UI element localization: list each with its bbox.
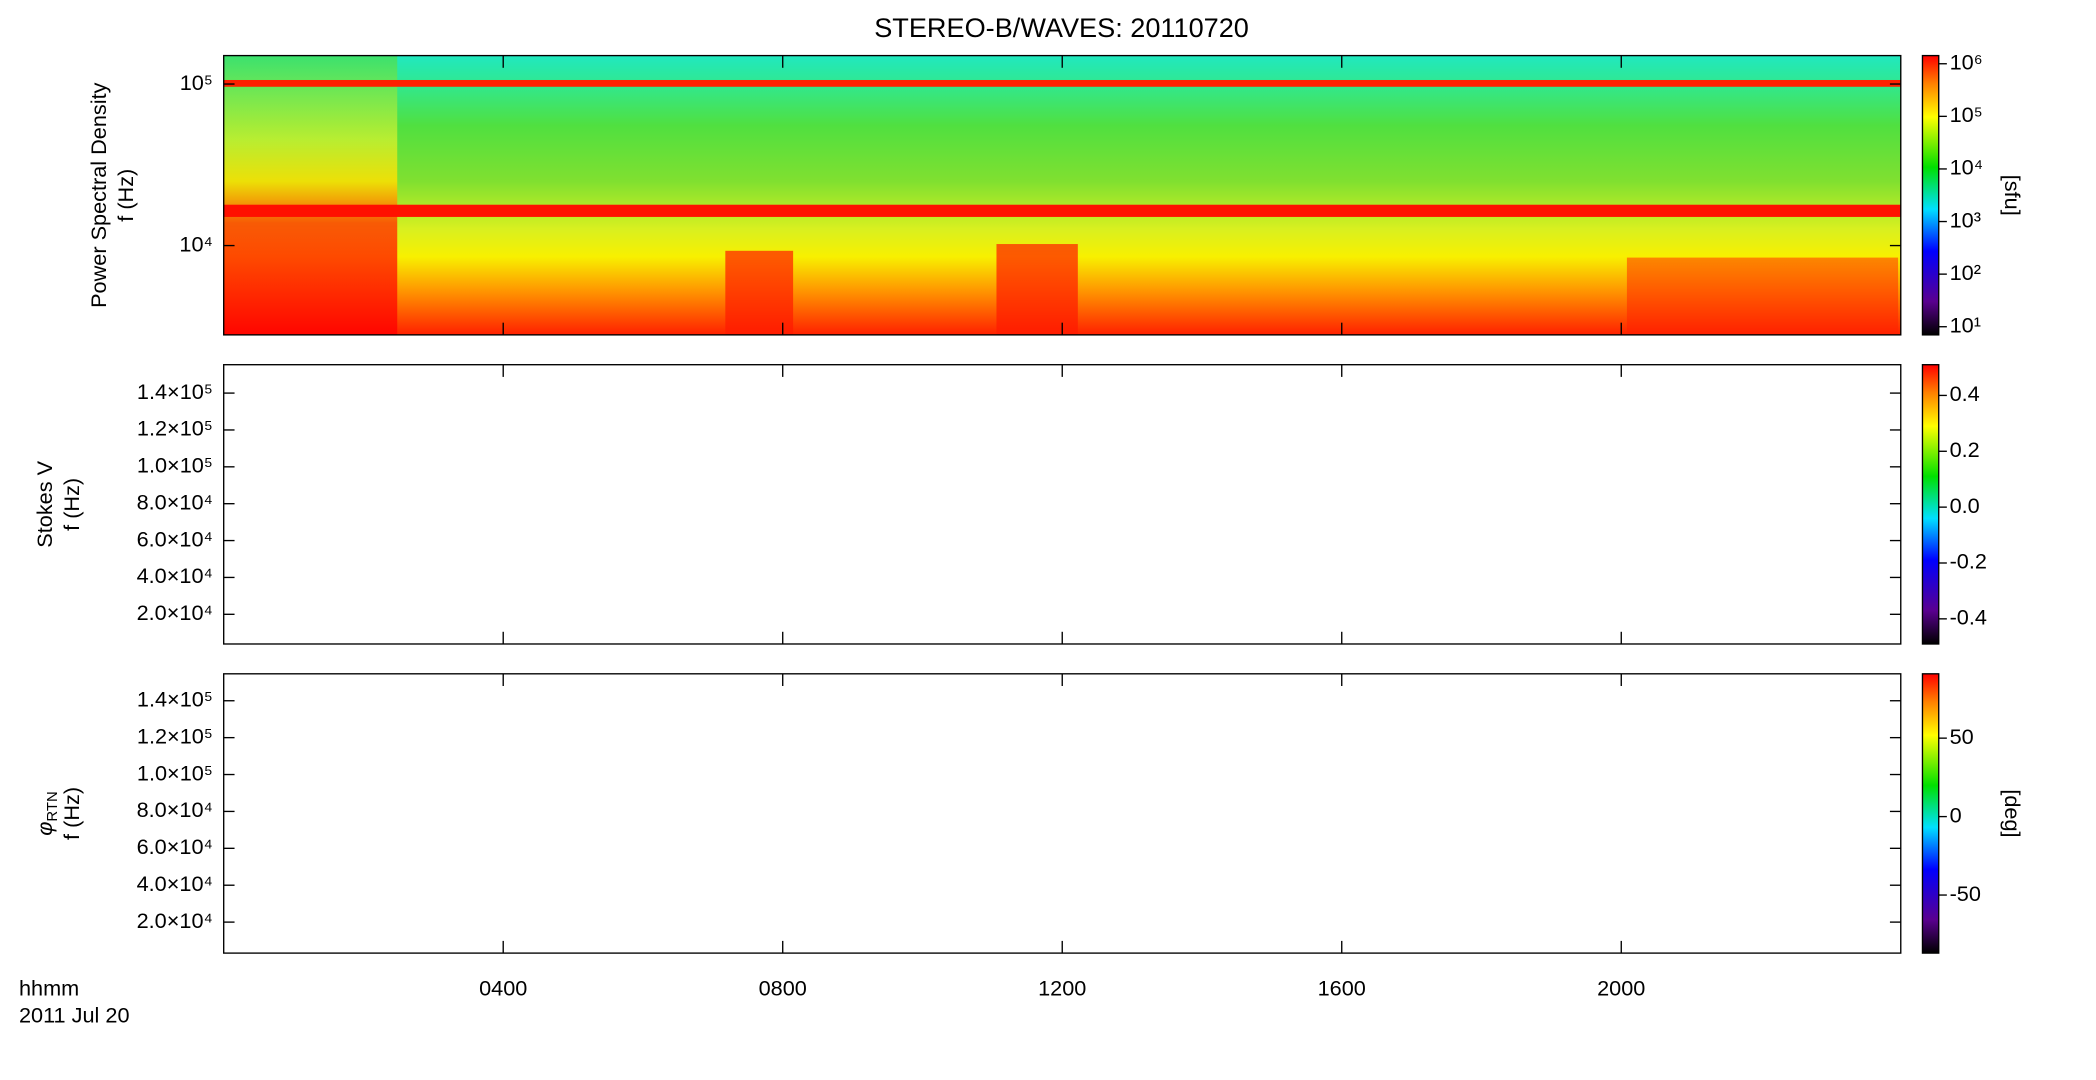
colorbar-tick-label: -0.2 — [1950, 549, 1987, 574]
x-tick-label: 1200 — [1038, 975, 1086, 1000]
colorbar-tick-label: 0 — [1950, 802, 1962, 827]
y-axis-label: Stokes V — [32, 460, 57, 547]
chart-title: STEREO-B/WAVES: 20110720 — [874, 12, 1249, 43]
colorbar-tick-label: 50 — [1950, 724, 1974, 749]
y-axis-symbol: φ — [32, 822, 57, 836]
y-axis-subscript: RTN — [45, 791, 61, 821]
colorbar-tick-label: 0.0 — [1950, 493, 1980, 518]
y-axis-label: Power Spectral Density — [86, 82, 111, 308]
spectrogram-image — [223, 55, 1901, 335]
y-tick-label: 2.0×10⁴ — [137, 908, 213, 933]
y-tick-label: 6.0×10⁴ — [137, 834, 213, 859]
colorbar-tick-label: -0.4 — [1950, 605, 1987, 630]
y-tick-label: 2.0×10⁴ — [137, 600, 213, 625]
y-tick-label: 4.0×10⁴ — [137, 871, 213, 896]
colorbar-label: [sfu] — [2000, 175, 2025, 216]
x-tick-label: 2000 — [1597, 975, 1645, 1000]
colorbar — [1921, 364, 1940, 645]
plot-frame — [223, 364, 1902, 645]
colorbar-tick-label: 10³ — [1950, 207, 1981, 232]
colorbar-tick-label: 10⁴ — [1950, 155, 1983, 180]
colorbar-label: [deg] — [2000, 789, 2025, 837]
y-tick-label: 10⁵ — [180, 70, 213, 95]
y-axis-label: φRTN — [32, 791, 61, 836]
y-tick-label: 6.0×10⁴ — [137, 526, 213, 551]
y-tick-label: 1.2×10⁵ — [137, 723, 213, 748]
x-axis-label: hhmm — [19, 975, 79, 1000]
plot-frame — [223, 673, 1902, 954]
y-tick-label: 10⁴ — [179, 231, 212, 256]
y-tick-label: 1.4×10⁵ — [137, 379, 213, 404]
y-axis-label: f (Hz) — [59, 478, 84, 531]
colorbar-tick-label: 0.2 — [1950, 437, 1980, 462]
y-tick-label: 1.2×10⁵ — [137, 416, 213, 441]
x-axis-label: 2011 Jul 20 — [19, 1003, 130, 1028]
colorbar — [1921, 673, 1940, 954]
colorbar-tick-label: 10² — [1950, 260, 1981, 285]
colorbar-tick-label: 10⁶ — [1950, 49, 1983, 74]
x-tick-label: 1600 — [1318, 975, 1366, 1000]
colorbar-tick-label: 10¹ — [1950, 312, 1981, 337]
colorbar — [1921, 54, 1940, 336]
y-tick-label: 1.0×10⁵ — [137, 453, 213, 478]
colorbar-tick-label: -50 — [1950, 881, 1981, 906]
x-tick-label: 0400 — [479, 975, 527, 1000]
x-tick-label: 0800 — [759, 975, 807, 1000]
y-tick-label: 1.4×10⁵ — [137, 686, 213, 711]
y-tick-label: 1.0×10⁵ — [137, 760, 213, 785]
y-axis-label: f (Hz) — [59, 787, 84, 840]
y-tick-label: 8.0×10⁴ — [137, 489, 213, 514]
y-axis-label: f (Hz) — [113, 169, 138, 222]
colorbar-tick-label: 10⁵ — [1950, 102, 1983, 127]
y-tick-label: 8.0×10⁴ — [137, 797, 213, 822]
colorbar-tick-label: 0.4 — [1950, 381, 1980, 406]
y-tick-label: 4.0×10⁴ — [137, 563, 213, 588]
